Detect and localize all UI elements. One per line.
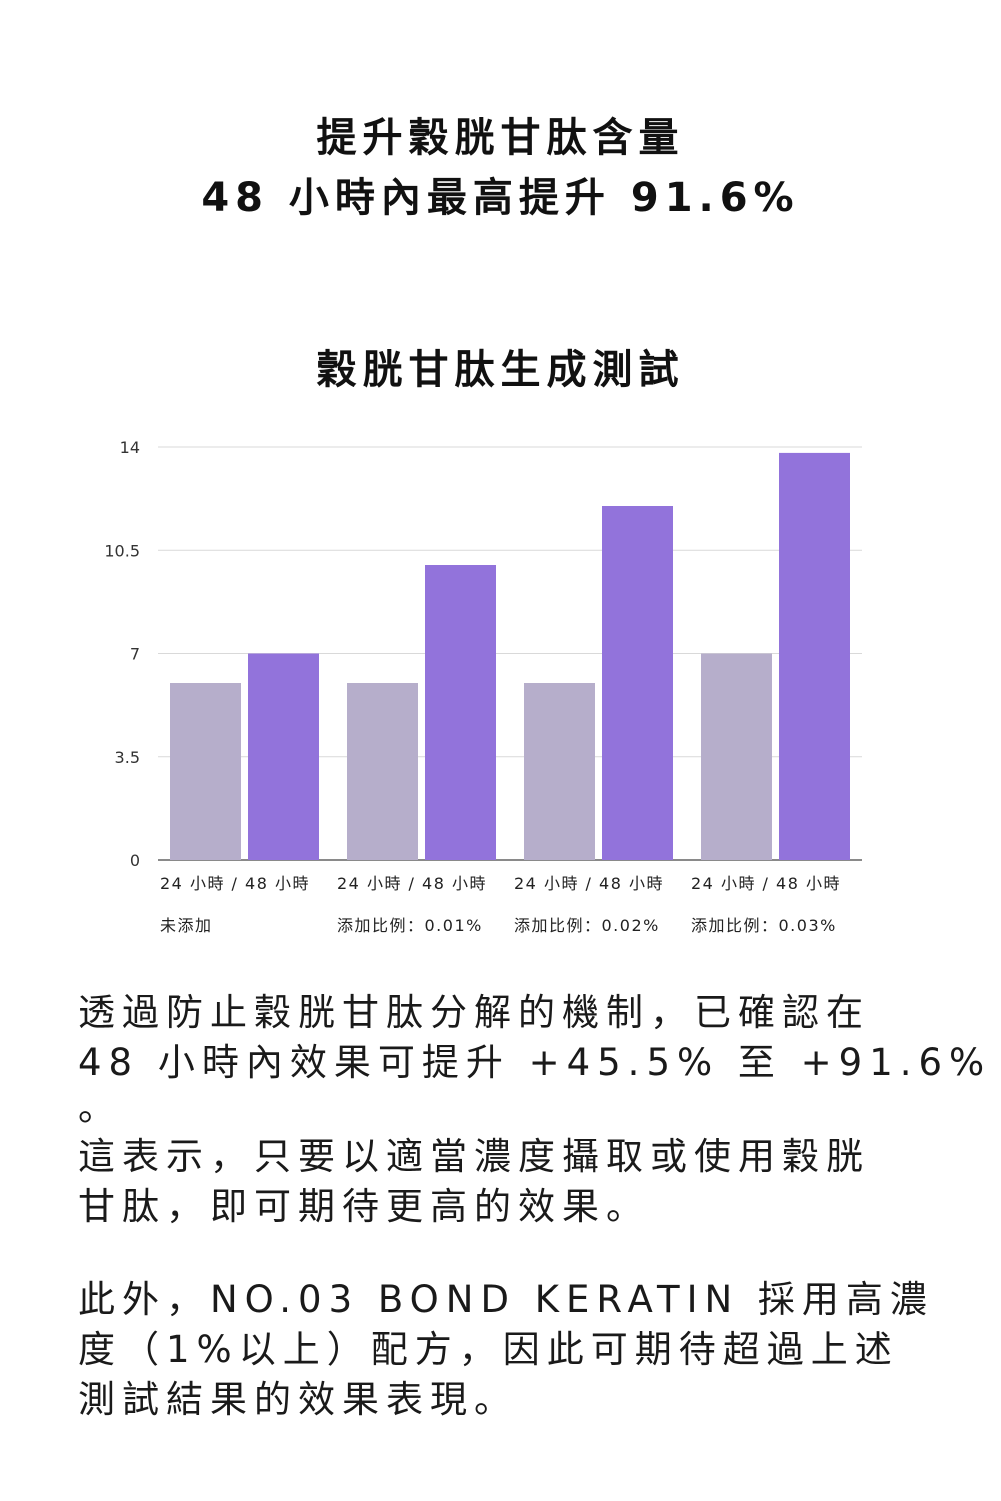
chart-title: 穀胱甘肽生成測試 bbox=[316, 347, 685, 393]
x-group-label: 添加比例：0.03% bbox=[691, 916, 837, 935]
paragraph-1-line-3: 。 bbox=[78, 1086, 122, 1129]
x-tick-label: 24 小時 / 48 小時 bbox=[337, 874, 487, 893]
paragraph-3-line-3: 測試結果的效果表現。 bbox=[78, 1378, 518, 1421]
x-group-label: 未添加 bbox=[160, 916, 213, 935]
paragraph-3-line-2: 度（1%以上）配方，因此可期待超過上述 bbox=[78, 1328, 899, 1371]
bar-48h bbox=[248, 653, 319, 860]
headline: 提升穀胱甘肽含量 48 小時內最高提升 91.6% bbox=[0, 108, 1001, 228]
x-tick-label: 24 小時 / 48 小時 bbox=[691, 874, 841, 893]
bar-24h bbox=[701, 653, 772, 860]
paragraph-3: 此外，NO.03 BOND KERATIN 採用高濃 度（1%以上）配方，因此可… bbox=[78, 1275, 928, 1425]
headline-line-1: 提升穀胱甘肽含量 bbox=[316, 115, 685, 161]
paragraph-2-line-2: 甘肽，即可期待更高的效果。 bbox=[78, 1185, 650, 1228]
paragraph-3-line-1: 此外，NO.03 BOND KERATIN 採用高濃 bbox=[78, 1278, 934, 1321]
bar-24h bbox=[347, 683, 418, 860]
x-tick-label: 24 小時 / 48 小時 bbox=[514, 874, 664, 893]
paragraph-1-line-2: 48 小時內效果可提升 +45.5% 至 +91.6% bbox=[78, 1041, 992, 1084]
paragraph-1-line-1: 透過防止穀胱甘肽分解的機制，已確認在 bbox=[78, 991, 870, 1034]
bar-48h bbox=[779, 452, 850, 860]
y-tick-label: 10.5 bbox=[104, 541, 140, 560]
y-tick-label: 3.5 bbox=[115, 748, 140, 767]
headline-line-2: 48 小時內最高提升 91.6% bbox=[201, 175, 800, 221]
paragraph-2: 這表示，只要以適當濃度攝取或使用穀胱 甘肽，即可期待更高的效果。 bbox=[78, 1132, 928, 1232]
x-group-label: 添加比例：0.01% bbox=[337, 916, 483, 935]
x-group-label: 添加比例：0.02% bbox=[514, 916, 660, 935]
y-tick-label: 7 bbox=[130, 645, 140, 664]
bar-24h bbox=[170, 683, 241, 860]
paragraph-1: 透過防止穀胱甘肽分解的機制，已確認在 48 小時內效果可提升 +45.5% 至 … bbox=[78, 988, 992, 1129]
bar-48h bbox=[425, 565, 496, 860]
y-tick-label: 0 bbox=[130, 851, 140, 870]
bar-24h bbox=[524, 683, 595, 860]
x-tick-label: 24 小時 / 48 小時 bbox=[160, 874, 310, 893]
y-tick-label: 14 bbox=[120, 438, 140, 457]
bar-48h bbox=[602, 506, 673, 860]
paragraph-2-line-1: 這表示，只要以適當濃度攝取或使用穀胱 bbox=[78, 1135, 870, 1178]
